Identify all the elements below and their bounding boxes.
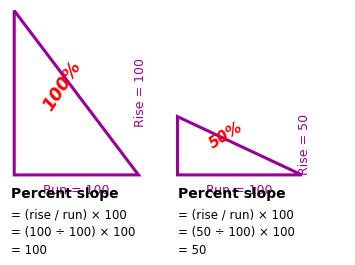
Text: = 100: = 100 — [11, 244, 47, 257]
Text: = (50 ÷ 100) × 100: = (50 ÷ 100) × 100 — [178, 226, 294, 239]
Text: Run = 100: Run = 100 — [206, 184, 273, 197]
Text: = (rise / run) × 100: = (rise / run) × 100 — [178, 208, 293, 221]
Text: Run = 100: Run = 100 — [43, 184, 110, 197]
Text: 100%: 100% — [39, 58, 85, 114]
Text: = (100 ÷ 100) × 100: = (100 ÷ 100) × 100 — [11, 226, 135, 239]
Text: Rise = 100: Rise = 100 — [134, 58, 147, 127]
Text: = 50: = 50 — [178, 244, 206, 257]
Text: = (rise / run) × 100: = (rise / run) × 100 — [11, 208, 126, 221]
Text: Percent slope: Percent slope — [11, 187, 118, 201]
Text: Rise = 50: Rise = 50 — [297, 114, 311, 175]
Text: 50%: 50% — [206, 119, 245, 151]
Text: Percent slope: Percent slope — [178, 187, 285, 201]
